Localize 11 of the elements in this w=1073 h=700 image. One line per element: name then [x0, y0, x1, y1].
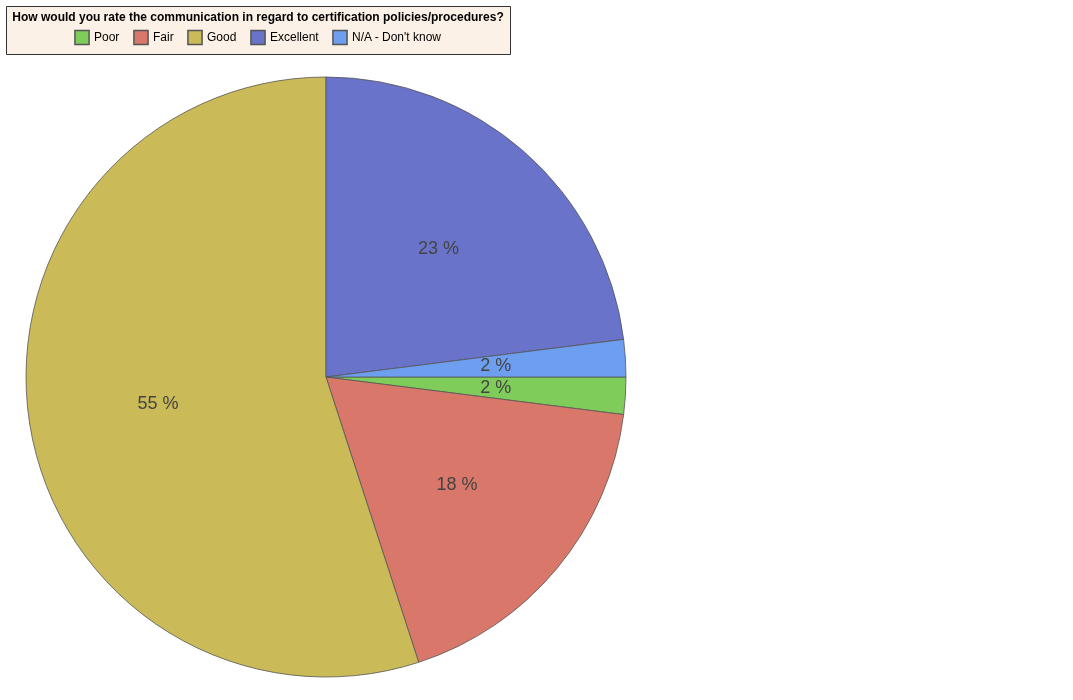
data-label: 2 %: [480, 376, 512, 397]
data-label: 18 %: [436, 474, 478, 495]
legend-label: N/A - Don't know: [352, 30, 442, 45]
legend-label: Good: [207, 30, 237, 45]
legend-label: Poor: [94, 30, 120, 45]
data-label: 2 %: [480, 355, 512, 376]
legend-label: Fair: [153, 30, 174, 45]
legend-title: How would you rate the communication in regard to certification policies/procedures?: [12, 10, 504, 24]
legend-label: Excellent: [270, 30, 320, 45]
data-label: 23 %: [417, 238, 459, 259]
data-label: 55 %: [137, 392, 179, 413]
